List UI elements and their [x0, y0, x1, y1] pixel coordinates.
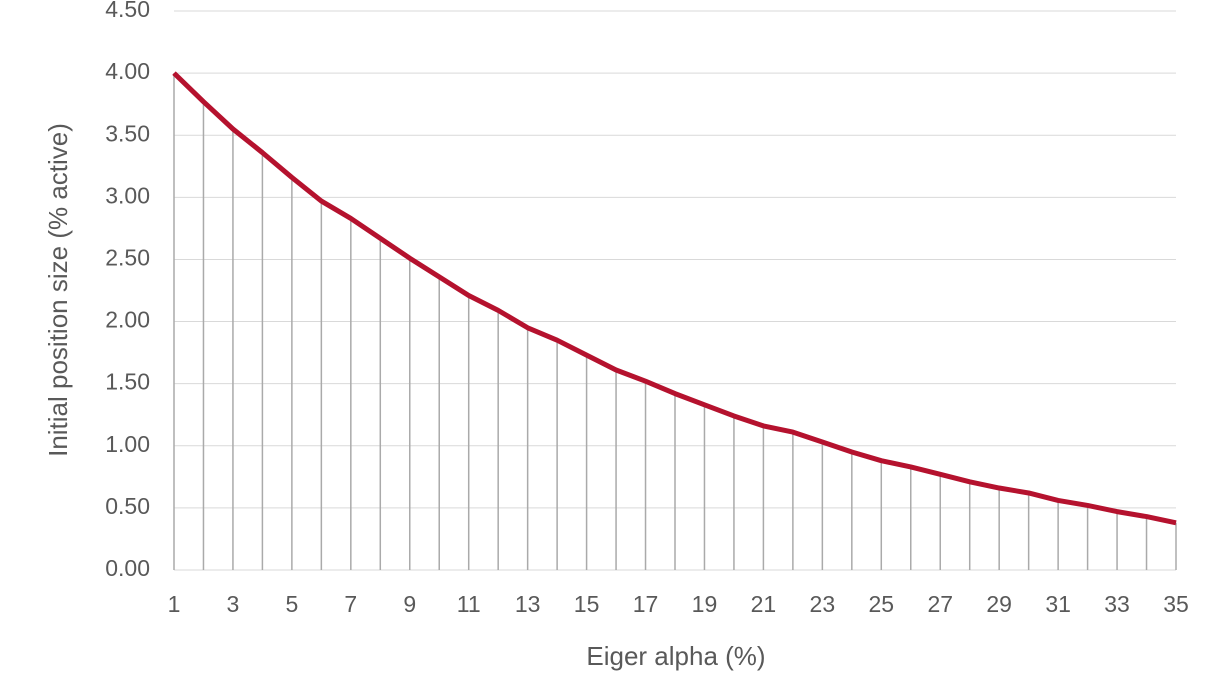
y-tick-label: 2.50 [105, 245, 150, 271]
x-tick-label: 31 [1045, 591, 1071, 617]
y-tick-label: 0.50 [105, 493, 150, 519]
x-tick-label: 27 [927, 591, 953, 617]
x-tick-label: 9 [403, 591, 416, 617]
x-tick-label: 17 [633, 591, 659, 617]
y-tick-label: 1.00 [105, 431, 150, 457]
y-tick-label: 2.00 [105, 307, 150, 333]
y-tick-label: 3.50 [105, 120, 150, 146]
y-tick-label: 1.50 [105, 369, 150, 395]
x-tick-label: 15 [574, 591, 600, 617]
x-tick-label: 3 [227, 591, 240, 617]
x-tick-label: 25 [868, 591, 894, 617]
x-tick-label: 11 [457, 591, 481, 617]
data-line [172, 71, 1177, 526]
x-tick-label: 33 [1104, 591, 1130, 617]
x-tick-label: 21 [751, 591, 777, 617]
x-tick-label: 35 [1163, 591, 1189, 617]
y-tick-label: 4.00 [105, 58, 150, 84]
x-tick-label: 13 [515, 591, 541, 617]
x-tick-label: 5 [285, 591, 298, 617]
y-tick-label: 3.00 [105, 182, 150, 208]
x-axis-title: Eiger alpha (%) [586, 641, 765, 671]
x-tick-label: 19 [692, 591, 718, 617]
y-axis-title: Initial position size (% active) [43, 123, 73, 457]
x-tick-label: 29 [986, 591, 1012, 617]
x-tick-label: 7 [344, 591, 357, 617]
y-tick-label: 0.00 [105, 555, 150, 581]
x-tick-label: 23 [810, 591, 836, 617]
y-tick-label: 4.50 [105, 0, 150, 22]
x-tick-label: 1 [168, 591, 181, 617]
